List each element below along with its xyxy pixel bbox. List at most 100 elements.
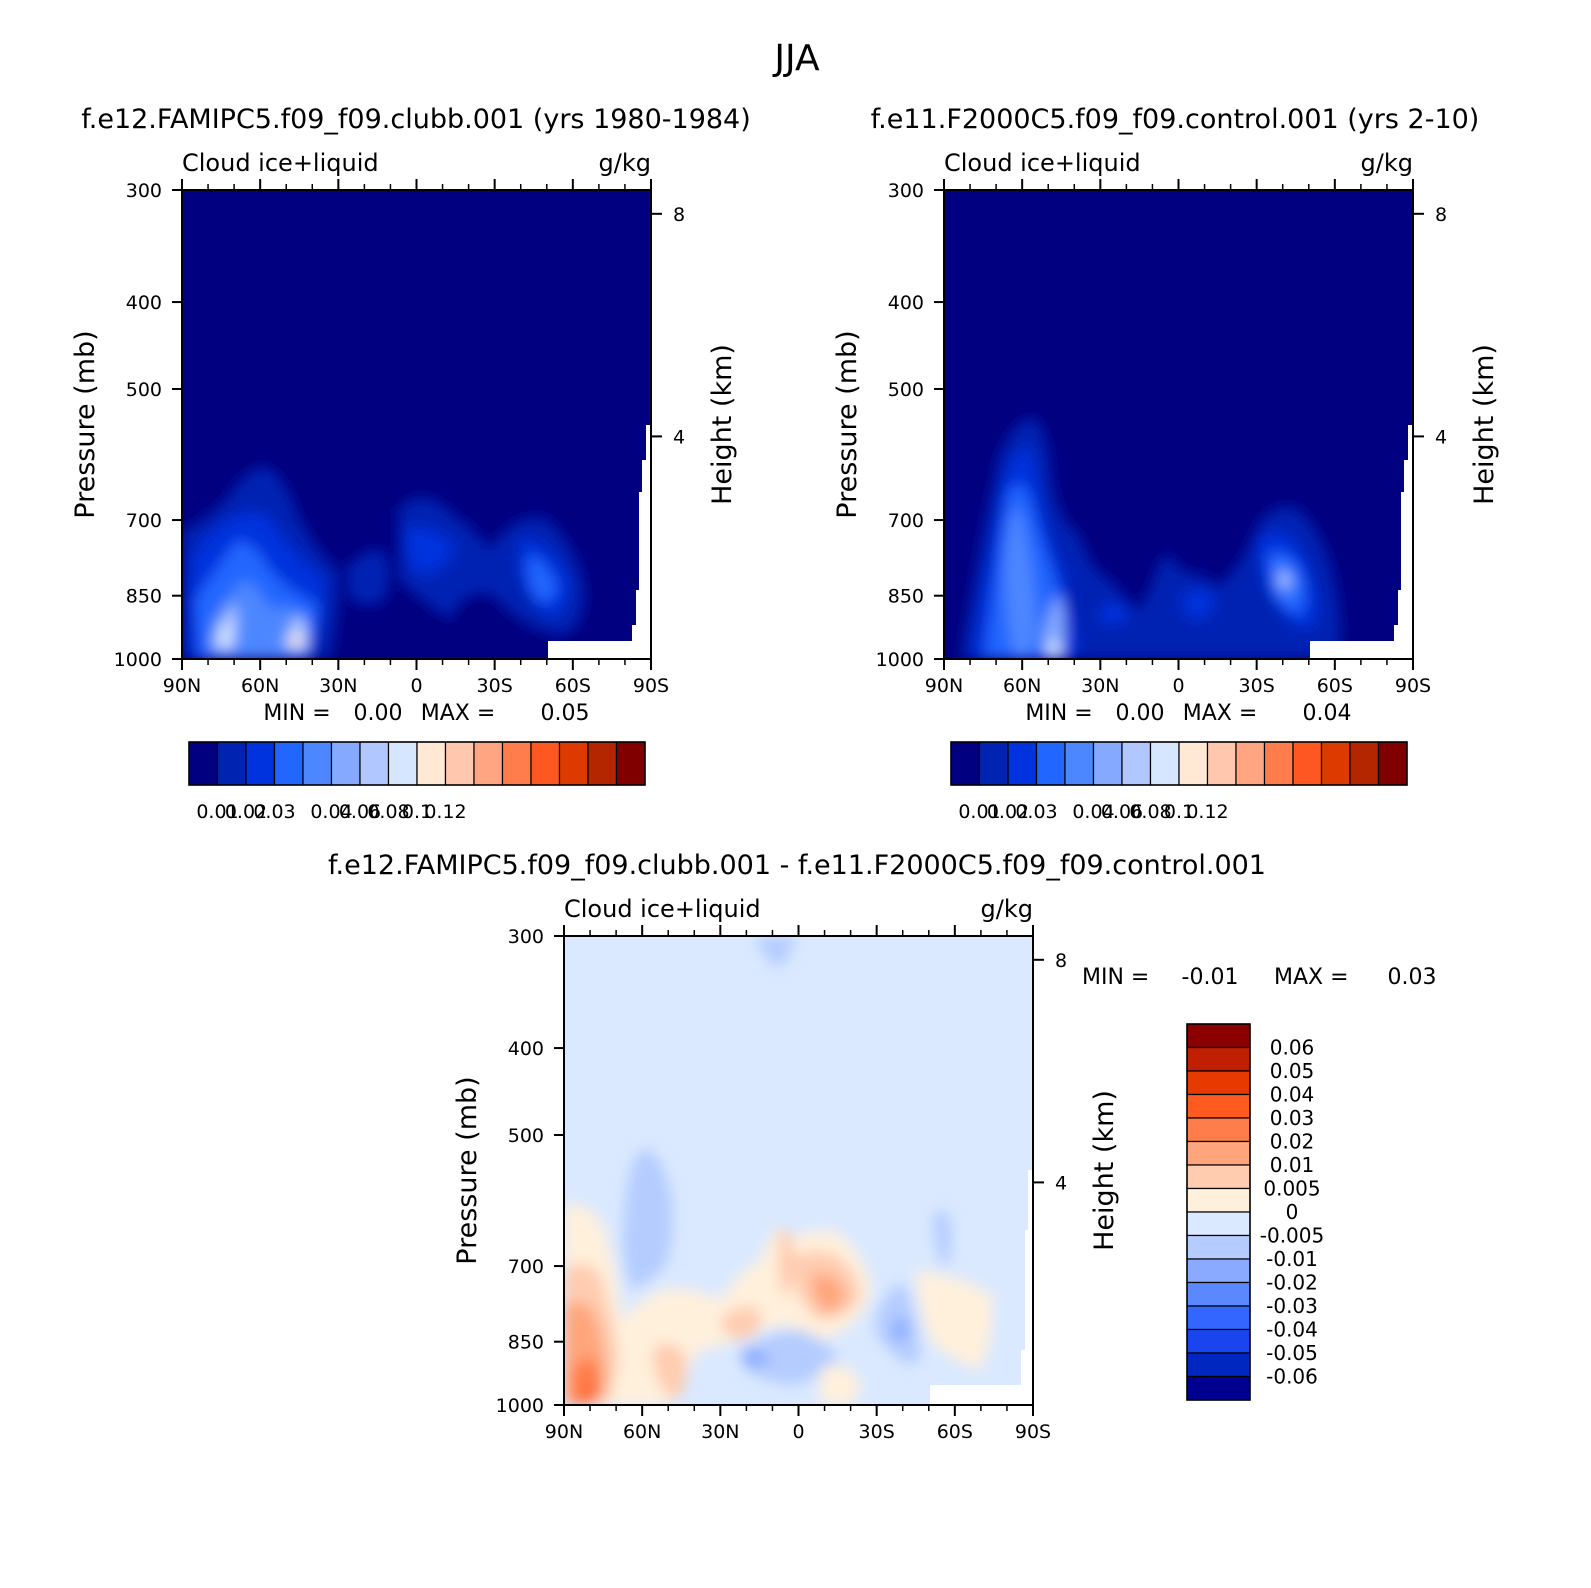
panel-b-lat-tick-label: 60S <box>1317 675 1353 697</box>
panel-b-colorbar-box <box>978 741 1009 786</box>
panel-b-pressure-tick-label: 400 <box>888 292 924 314</box>
panel-diff-contour-shape <box>778 1229 795 1300</box>
panel-b-colorbar-box <box>1206 741 1237 786</box>
panel-diff-case-title: f.e12.FAMIPC5.f09_f09.clubb.001 - f.e11.… <box>328 850 1266 881</box>
panel-diff-colorbar-box <box>1186 1164 1251 1190</box>
panel-diff-units: g/kg <box>981 895 1033 923</box>
panel-diff-colorbar-box <box>1186 1117 1251 1143</box>
panel-b-contour-shape <box>1042 595 1065 659</box>
panel-a-colorbar-label: 0.08 <box>367 801 409 823</box>
panel-diff-variable: Cloud ice+liquid <box>564 895 761 923</box>
panel-diff-colorbar-label: -0.005 <box>1260 1224 1324 1248</box>
panel-diff-lat-tick-label: 60N <box>623 1421 661 1443</box>
panel-a-lat-tick-label: 90S <box>633 675 669 697</box>
panel-b-lat-tick-label: 30N <box>1081 675 1119 697</box>
panel-b-colorbar-box <box>1149 741 1180 786</box>
panel-a-contour-shape <box>405 527 455 575</box>
panel-a-colorbar-box <box>530 741 561 786</box>
panel-b-colorbar-label: 0.06 <box>1101 801 1143 823</box>
panel-diff-contour-shape <box>740 1348 770 1367</box>
panel-a-lat-tick-label: 0 <box>410 675 422 697</box>
panel-b-colorbar-label: 0.12 <box>1186 801 1228 823</box>
panel-diff-colorbar-label: 0.01 <box>1270 1153 1315 1177</box>
panel-a-colorbar-box <box>188 741 219 786</box>
panel-a-contour-shape <box>291 633 301 649</box>
panel-diff-min-value: -0.01 <box>1182 965 1239 990</box>
panel-a-colorbar-frame <box>188 741 646 786</box>
panel-diff-contour-shape <box>720 1306 761 1340</box>
panel-a: f.e12.FAMIPC5.f09_f09.clubb.001 (yrs 198… <box>70 104 751 823</box>
panel-diff-height-tick-label: 8 <box>1055 950 1067 972</box>
panel-a-colorbar-label: 0.06 <box>339 801 381 823</box>
panel-diff-surface-mask <box>930 1170 1033 1405</box>
panel-diff-contour-shape <box>820 1364 861 1405</box>
panel-diff-min-label: MIN = <box>1082 965 1149 990</box>
panel-b-max-label: MAX = <box>1183 701 1258 726</box>
panel-b-colorbar-box <box>1178 741 1209 786</box>
panel-a-colorbar-label: 0.04 <box>310 801 352 823</box>
panel-b-lat-tick-label: 90N <box>925 675 963 697</box>
panel-a-variable: Cloud ice+liquid <box>182 149 379 177</box>
panel-diff-lat-tick-label: 90N <box>545 1421 583 1443</box>
panel-b-colorbar-label: 0.01 <box>958 801 1000 823</box>
panel-diff-pressure-tick-label: 300 <box>508 926 544 948</box>
panel-a-lat-tick-label: 30N <box>319 675 357 697</box>
panel-b-pressure-tick-label: 700 <box>888 510 924 532</box>
panel-b-ylabel: Pressure (mb) <box>832 330 863 518</box>
panel-b-colorbar-box <box>1292 741 1323 786</box>
panel-a-colorbar-box <box>302 741 333 786</box>
panel-diff-colorbar-box <box>1186 1352 1251 1378</box>
panel-diff-colorbar-label: 0.06 <box>1270 1036 1315 1060</box>
panel-a-colorbar-box <box>444 741 475 786</box>
panel-diff-colorbar-label: 0.005 <box>1263 1177 1320 1201</box>
panel-diff-contour-shape <box>623 1149 673 1290</box>
panel-b-pressure-tick-label: 1000 <box>876 649 924 671</box>
panel-diff-contour-shape <box>933 1210 952 1270</box>
panel-b-colorbar-label: 0.03 <box>1015 801 1057 823</box>
panel-a-pressure-tick-label: 500 <box>126 379 162 401</box>
panel-b-colorbar-label: 0.02 <box>987 801 1029 823</box>
panel-b-case-title: f.e11.F2000C5.f09_f09.control.001 (yrs 2… <box>871 104 1480 135</box>
panel-b-contour-shape <box>1005 508 1037 659</box>
panel-b-colorbar-box <box>1320 741 1351 786</box>
panel-a-pressure-tick-label: 700 <box>126 510 162 532</box>
panel-b-units: g/kg <box>1361 149 1413 177</box>
panel-a-contour-shape <box>527 555 557 602</box>
panel-b-height-tick-label: 8 <box>1435 204 1447 226</box>
panel-a-plot-field <box>182 190 651 659</box>
panel-a-ylabel: Pressure (mb) <box>70 330 101 518</box>
panel-diff-lat-tick-label: 30S <box>859 1421 895 1443</box>
panel-a-pressure-tick-label: 300 <box>126 180 162 202</box>
panel-b-colorbar-label: 0.1 <box>1164 801 1194 823</box>
panel-a-contour-shape <box>284 614 308 652</box>
panel-diff-contour-shape <box>572 1358 600 1405</box>
panel-a-pressure-tick-label: 1000 <box>114 649 162 671</box>
panel-a-colorbar-box <box>273 741 304 786</box>
panel-b-height-tick-label: 4 <box>1435 426 1447 448</box>
panel-diff-colorbar-label: 0.02 <box>1270 1130 1315 1154</box>
panel-diff-colorbar-label: -0.05 <box>1266 1341 1318 1365</box>
panel-diff-contour-shape <box>811 1274 845 1312</box>
panel-b-colorbar-box <box>1064 741 1095 786</box>
panel-b-plot-field <box>944 190 1413 659</box>
panel-a-colorbar-label: 0.01 <box>196 801 238 823</box>
panel-b-lat-tick-label: 0 <box>1172 675 1184 697</box>
panel-diff-pressure-tick-label: 700 <box>508 1256 544 1278</box>
panel-diff-max-label: MAX = <box>1274 965 1349 990</box>
panel-a-lat-tick-label: 60N <box>241 675 279 697</box>
panel-b-colorbar-label: 0.04 <box>1072 801 1114 823</box>
panel-diff-pressure-tick-label: 400 <box>508 1038 544 1060</box>
panel-b-contour-shape <box>1280 574 1288 586</box>
panel-b-pressure-tick-label: 300 <box>888 180 924 202</box>
panel-diff-max-value: 0.03 <box>1388 965 1437 990</box>
panel-diff: f.e12.FAMIPC5.f09_f09.clubb.001 - f.e11.… <box>328 850 1436 1443</box>
panel-a-colorbar-label: 0.12 <box>424 801 466 823</box>
panel-a-height-tick-label: 8 <box>673 204 685 226</box>
panel-diff-colorbar-box <box>1186 1305 1251 1331</box>
panel-a-min-label: MIN = <box>263 701 330 726</box>
panel-b-colorbar-box <box>1263 741 1294 786</box>
